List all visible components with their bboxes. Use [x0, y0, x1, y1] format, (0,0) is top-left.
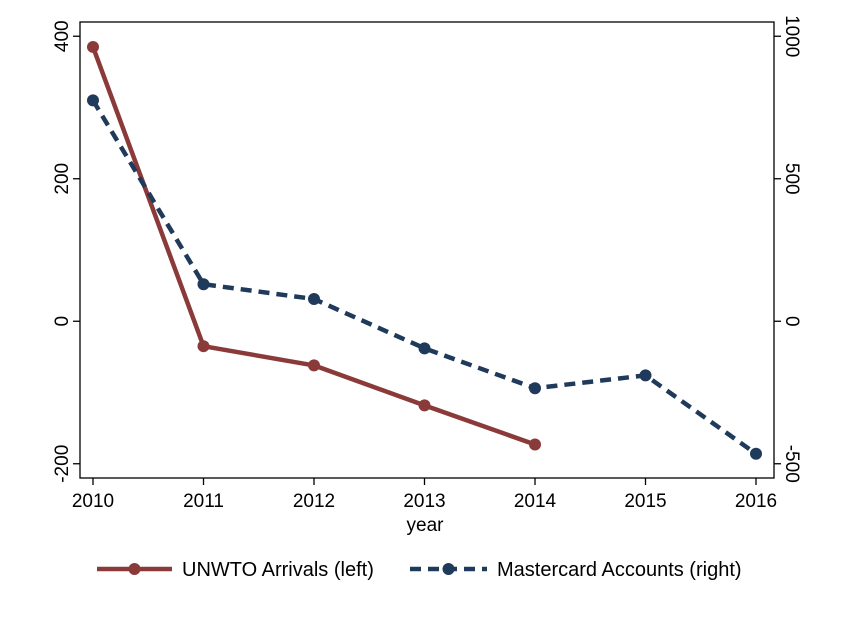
x-axis: 2010 2011 2012 2013 2014 2015 2016 [72, 478, 777, 512]
right-tick-label: 500 [781, 163, 802, 195]
series-2-point [750, 447, 762, 460]
series-1-point [197, 340, 210, 353]
x-tick-label: 2015 [624, 491, 666, 512]
right-y-axis: 1000 500 0 -500 [774, 15, 802, 483]
left-tick-label: 200 [52, 163, 73, 195]
series-1-point [87, 40, 99, 53]
series-2-point [308, 293, 320, 306]
series-2-point [639, 369, 652, 382]
series-1-point [529, 438, 541, 451]
left-tick-label: 0 [52, 316, 73, 327]
series-2-point [418, 342, 431, 355]
x-axis-title: year [407, 515, 445, 536]
legend: UNWTO Arrivals (left) Mastercard Accounts… [97, 559, 742, 581]
plot-frame [79, 21, 775, 479]
legend-swatch-marker-2 [442, 563, 455, 575]
x-tick-label: 2016 [735, 491, 777, 512]
series-1-point [308, 359, 320, 372]
series-layer [87, 40, 762, 460]
left-y-axis: 400 200 0 -200 [52, 20, 80, 483]
right-tick-label: -500 [781, 445, 802, 483]
series-2-point [529, 382, 541, 395]
right-tick-label: 0 [781, 316, 802, 327]
left-tick-label: -200 [52, 445, 73, 483]
right-tick-label: 1000 [781, 15, 802, 57]
legend-label-1: UNWTO Arrivals (left) [182, 559, 374, 581]
x-tick-label: 2014 [514, 491, 557, 512]
legend-label-2: Mastercard Accounts (right) [497, 559, 742, 581]
x-tick-label: 2010 [72, 491, 114, 512]
series-line-1 [90, 46, 536, 447]
x-tick-label: 2011 [183, 491, 224, 512]
series-2-point [87, 94, 99, 107]
left-tick-label: 400 [52, 20, 73, 52]
x-tick-label: 2012 [293, 491, 335, 512]
x-tick-label: 2013 [403, 491, 445, 512]
legend-swatch-marker-1 [128, 563, 141, 575]
series-2-point [197, 278, 210, 291]
series-1-point [418, 399, 431, 412]
